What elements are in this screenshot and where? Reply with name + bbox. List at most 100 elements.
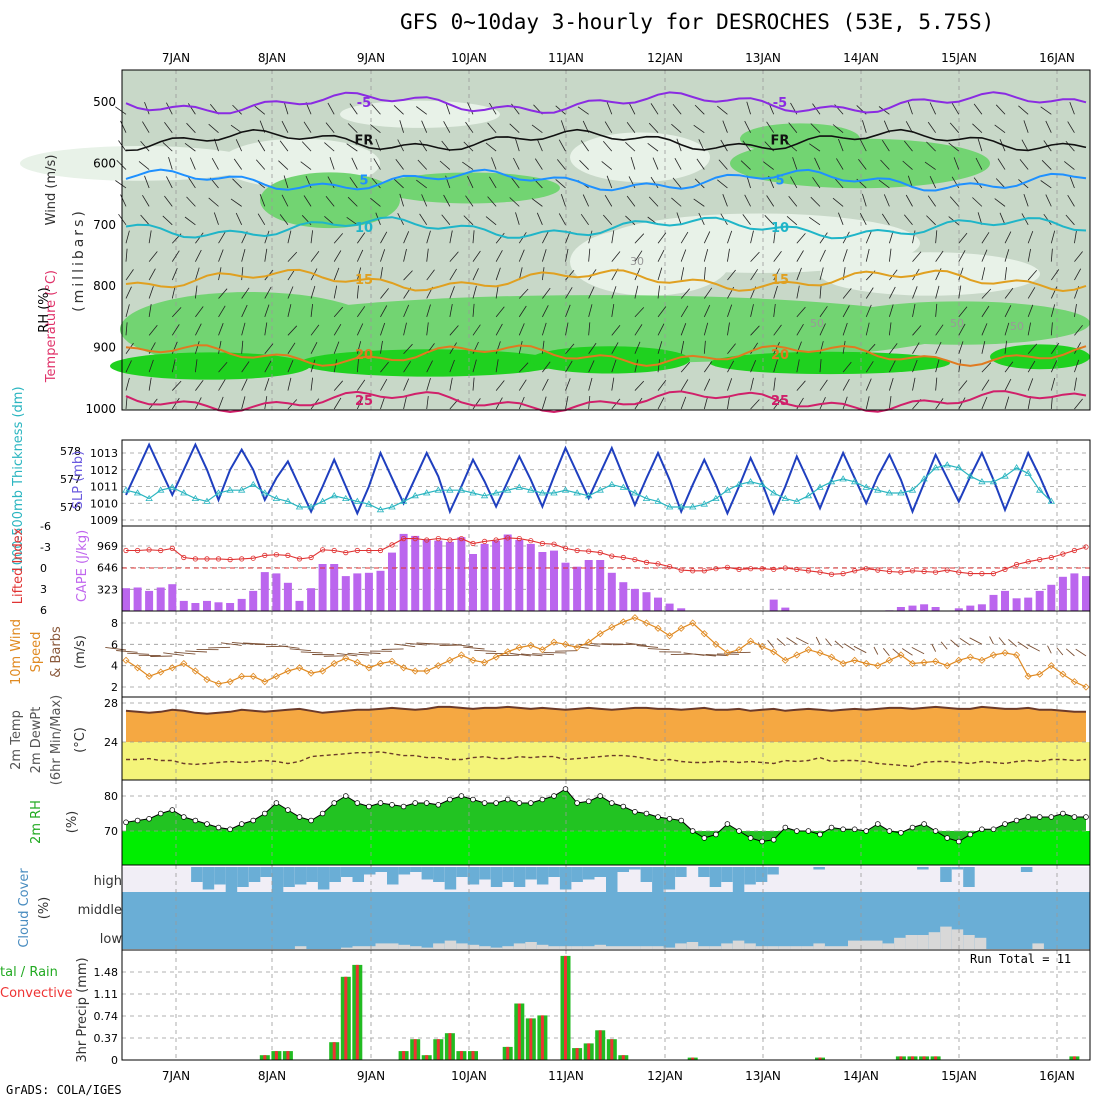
p3-li-marker-60 [817, 569, 823, 575]
p1-wind-barb-586 [1050, 342, 1060, 354]
p1-wind-barb-475 [426, 304, 431, 318]
p6-rh-marker-63 [851, 826, 858, 833]
bottom-xtick-3: 10JAN [451, 1069, 487, 1083]
p1-wind-barb-709 [981, 396, 988, 410]
p1-wind-barb-22 [628, 102, 636, 115]
p1-wind-barb-142 [491, 157, 497, 170]
p3-cape-bar-8 [214, 602, 223, 611]
p3-li-marker-74 [979, 570, 985, 577]
p4-wind-barb-2 [127, 652, 150, 655]
p3-cape-bar-47 [665, 603, 674, 611]
p1-wind-barb-298 [218, 231, 226, 244]
p8-conv-bar-19 [344, 976, 348, 1060]
p8-conv-bar-43 [621, 1055, 625, 1060]
p1-wind-barb-35 [929, 102, 937, 115]
p1-wind-barb-267 [463, 215, 474, 226]
p7-high-bar-46 [652, 867, 664, 892]
p1-wind-barb-146 [579, 160, 589, 170]
p1-wind-barb-73 [832, 124, 844, 134]
p1-wind-barb-520 [495, 323, 503, 336]
p1-wind-barb-671 [1074, 377, 1077, 391]
p3-li-marker-64 [863, 566, 869, 572]
p4-wind-barb-70 [931, 643, 937, 652]
p1-wind-barb-189 [606, 175, 613, 189]
p4-wind-barb-71 [940, 641, 948, 650]
p1-wind-barb-421 [148, 286, 154, 299]
p1-wind-barb-365 [796, 250, 804, 262]
p1-wind-barb-106 [625, 142, 636, 152]
p3-cape-bar-29 [457, 537, 466, 611]
p7-high-bar-35 [525, 867, 537, 880]
p1-temp-contour-5 [125, 344, 1087, 367]
p7-high-bar-47 [663, 867, 676, 890]
p7-high-bar-52 [721, 867, 733, 882]
p7-low-label: low [100, 932, 123, 947]
p1-wind-barb-318 [680, 231, 689, 244]
p7-low-bar-69 [917, 935, 929, 949]
p1-wind-barb-361 [703, 248, 709, 262]
p1-wind-barb-281 [786, 215, 798, 226]
p3-li-marker-7 [204, 556, 210, 562]
p2-thickness-marker-67 [897, 489, 905, 496]
p3-cape-bar-45 [642, 592, 651, 611]
p7-high-bar-69 [917, 867, 929, 870]
p3-cape-bar-44 [630, 588, 639, 611]
p1-wind-barb-643 [426, 377, 431, 391]
p4-speed-marker-81 [1059, 670, 1067, 678]
p1-wind-barb-233 [648, 196, 659, 207]
p3-cape-bar-23 [388, 552, 396, 611]
p1-wind-barb-158 [858, 158, 867, 170]
p3-cape-bar-75 [989, 594, 998, 611]
p1-wind-barb-420 [125, 286, 132, 299]
p1-wind-barb-472 [356, 306, 366, 318]
p1-wind-barb-120 [948, 142, 960, 152]
p3-cape-bar-33 [503, 534, 512, 611]
p1-wind-barb-541 [981, 323, 988, 336]
p7-high-bar-14 [283, 867, 295, 887]
p3-cape-bar-32 [492, 540, 501, 611]
p4-ytick-1: 4 [111, 660, 118, 673]
p4-wind-barb-74 [969, 637, 983, 645]
p1-wind-barb-115 [838, 138, 844, 152]
p1-wind-barb-417 [1027, 269, 1038, 281]
p1-wind-barb-585 [1027, 343, 1038, 355]
p7-high-bar-31 [479, 867, 491, 880]
p1-wind-barb-111 [742, 140, 751, 152]
p7-high-bar-45 [640, 867, 653, 882]
p4-wind-barb-45 [625, 642, 647, 646]
p2-thickness-marker-34 [515, 483, 523, 490]
p1-wind-barb-469 [287, 304, 292, 317]
p7-high-bar-50 [698, 867, 710, 877]
p1-wind-barb-68 [722, 120, 728, 133]
p1-wind-barb-74 [862, 120, 867, 133]
p2-thickness-marker-27 [434, 486, 442, 493]
p1-wind-barb-385 [287, 268, 296, 281]
p1-wind-barb-545 [1074, 324, 1083, 336]
p4-wind-barb-9 [208, 646, 231, 649]
p5-ytick-0: 24 [104, 736, 118, 749]
p4-wind-barb-46 [636, 645, 659, 648]
p1-wind-barb-71 [788, 122, 798, 133]
p3-li-marker-26 [424, 537, 430, 543]
p7-low-bar-64 [859, 940, 871, 949]
p7-low-bar-32 [490, 947, 503, 949]
p3-li-marker-36 [539, 540, 546, 547]
top-xtick-2: 9JAN [357, 51, 385, 65]
p1-wind-barb-576 [819, 341, 824, 354]
p1-wind-barb-274 [625, 215, 636, 226]
p1-wind-barb-371 [935, 250, 944, 262]
p1-wind-barb-212 [164, 195, 173, 207]
p6-rh-marker-66 [886, 828, 893, 834]
p1-wind-barb-130 [211, 158, 219, 170]
p1-wind-barb-555 [333, 341, 340, 354]
p3-li-marker-28 [447, 537, 453, 543]
p1-wind-barb-210 [120, 194, 127, 207]
p1-wind-barb-705 [888, 396, 892, 410]
p1-wind-barb-341 [241, 248, 246, 262]
p4-wind-barb-39 [555, 650, 578, 652]
p1-wind-barb-544 [1050, 322, 1053, 336]
p1-wind-barb-286 [903, 214, 913, 226]
p1-wind-barb-448 [773, 285, 778, 299]
p4-wind-barb-57 [776, 638, 786, 646]
